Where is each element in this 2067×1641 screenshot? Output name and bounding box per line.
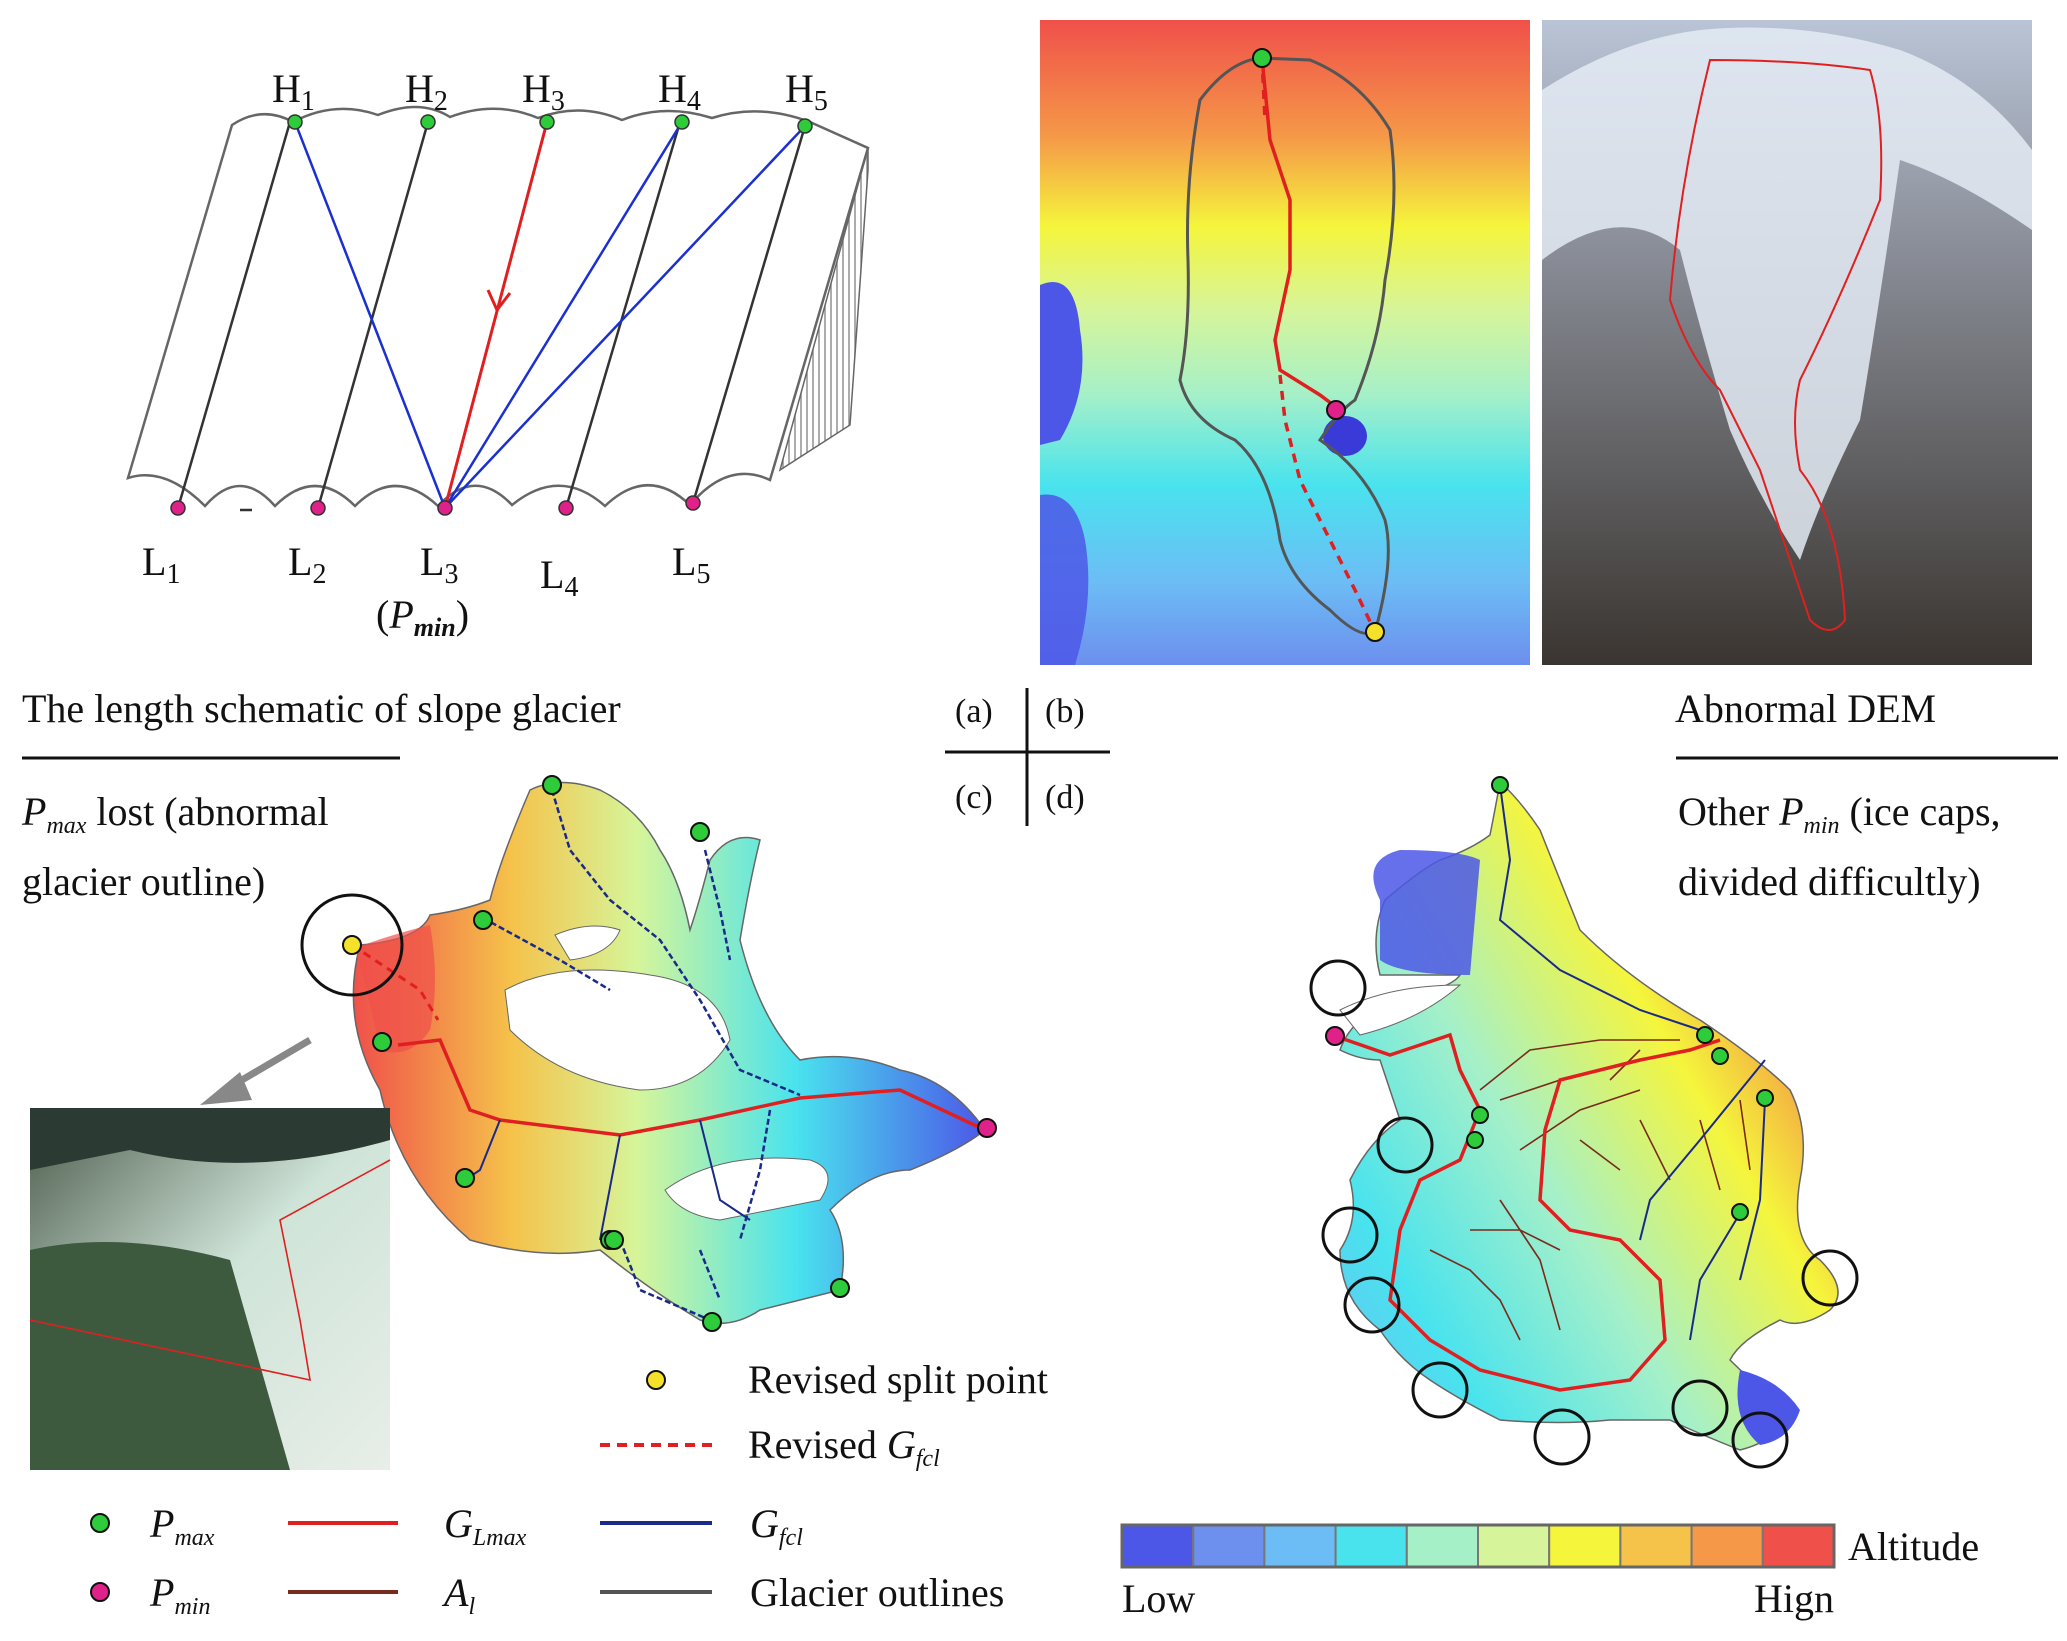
label-c: (c) [955,779,993,816]
caption-d-line1: Other Pmin (ice caps, [1678,789,2001,839]
caption-c-line1: Pmax lost (abnormal [21,789,329,839]
legend-split-label: Revised split point [748,1357,1048,1402]
colorbar-swatch-9 [1690,1524,1764,1568]
panel-b-dem: Abnormal DEM [1040,20,2058,760]
h-label-3: H3 [522,66,565,117]
revised-gfcl-b [1260,57,1377,633]
legend-split-marker [646,1370,666,1390]
legend-pmax-label: Pmax [149,1501,215,1551]
h-label-5: H5 [785,66,828,117]
zoom-arrow-head [200,1072,252,1105]
legend: Revised split point Revised Gfcl Pmax Pm… [90,1357,1048,1620]
ice-cap-left-blue [1373,850,1480,975]
colorbar-swatch-6 [1477,1524,1551,1568]
l-label-4: L4 [540,552,578,603]
colorbar-frame [1120,1523,1836,1569]
colorbar-swatches [1121,1524,1836,1568]
legend-gfcl-label: Gfcl [750,1501,803,1551]
panel-c: Pmax lost (abnormal glacier outline) [21,775,997,1470]
pmin-point-b [1326,400,1346,420]
colorbar-swatch-5 [1405,1524,1480,1568]
flow-lines-blue [293,121,806,509]
glmax-line-b [1260,57,1342,412]
altitude-colorbar: Altitude Low Hign [1120,1523,1979,1621]
hole-c-1 [554,925,621,961]
sat-c-ridge [30,1108,390,1170]
colorbar-swatch-4 [1334,1524,1408,1568]
legend-al-label: Al [441,1570,475,1620]
glacier-outline-b [1178,56,1396,636]
legend-pmin-label: Pmin [149,1570,210,1620]
revised-gfcl-c [351,943,440,1021]
pmin-point-d [1325,1026,1345,1046]
h-label-2: H2 [405,66,448,117]
hatched-side-face [778,147,869,472]
caption-a: The length schematic of slope glacier [22,686,621,731]
h-label-1: H1 [272,66,315,117]
hole-c-3 [664,1157,829,1221]
glmax-line-d [1334,1032,1721,1392]
pmin-label: (Pmin) [376,592,469,642]
legend-glmax-label: GLmax [444,1501,527,1551]
flow-line-red [443,121,549,509]
l-label-1: L1 [142,539,180,590]
hole-d [1339,984,1462,1036]
label-a: (a) [955,693,993,730]
caption-c-line2: glacier outline) [22,859,265,904]
l-label-3: L3 [420,539,458,590]
pmax-points-d [1466,776,1774,1221]
h-label-4: H4 [658,66,701,117]
split-point-c [342,935,362,955]
legend-revised-gfcl-label: Revised Gfcl [748,1422,940,1472]
slope-glacier-outline [126,105,870,508]
dem-blue-patch [1040,282,1083,445]
split-point-b [1365,622,1385,642]
l-labels: L1 L2 L3 L4 L5 [142,539,710,603]
colorbar-low: Low [1122,1576,1195,1621]
colorbar-swatch-10 [1761,1524,1836,1568]
legend-outlines-label: Glacier outlines [750,1570,1004,1615]
sat-c-dark-slope [30,1242,290,1470]
dem-depression [1323,416,1367,456]
colorbar-swatch-2 [1192,1524,1266,1568]
glacier-c-nose [355,925,435,1053]
quadrant-labels: (a) (b) (c) (d) [945,688,1110,826]
pmax-points-c [372,775,850,1332]
panel-d: Other Pmin (ice caps, divided difficultl… [1309,776,2001,1469]
colorbar-swatch-7 [1548,1524,1622,1568]
l-label-2: L2 [288,539,326,590]
pmax-point-b [1252,48,1272,68]
h-labels: H1 H2 H3 H4 H5 [272,66,828,117]
gfcl-lines-d [1498,784,1766,1341]
l-label-5: L5 [672,539,710,590]
panel-a-schematic: H1 H2 H3 H4 H5 L1 L2 L3 L4 L5 (Pmin) The length … [22,66,870,760]
caption-d-line2: divided difficultly) [1678,859,1981,904]
colorbar-title: Altitude [1848,1524,1979,1569]
pmin-point-c [977,1118,997,1138]
flow-lines-black [176,121,807,512]
l-points [170,495,701,516]
arrow-head-red [486,289,512,313]
colorbar-high: Hign [1754,1576,1834,1621]
sat-c-red-outline [29,1159,391,1382]
colorbar-swatch-8 [1619,1524,1693,1568]
zoom-circle-c [300,893,404,997]
glacier-outline-red-b [1668,58,1883,631]
label-b: (b) [1045,693,1085,730]
legend-pmax-marker [90,1513,110,1533]
colorbar-swatch-1 [1121,1524,1195,1568]
caption-b: Abnormal DEM [1675,686,1936,731]
al-network-d [1429,1039,1751,1341]
dem-blue-patch-2 [1040,494,1089,665]
colorbar-swatch-3 [1263,1524,1337,1568]
dem-map [1040,20,1530,665]
legend-pmin-marker [90,1582,110,1602]
other-pmin-circles [1309,959,1859,1469]
h-points [287,114,813,134]
snow-area-b [1542,27,2032,560]
gfcl-lines-c [482,789,801,1322]
label-d: (d) [1045,779,1085,816]
hole-c-2 [504,969,731,1091]
